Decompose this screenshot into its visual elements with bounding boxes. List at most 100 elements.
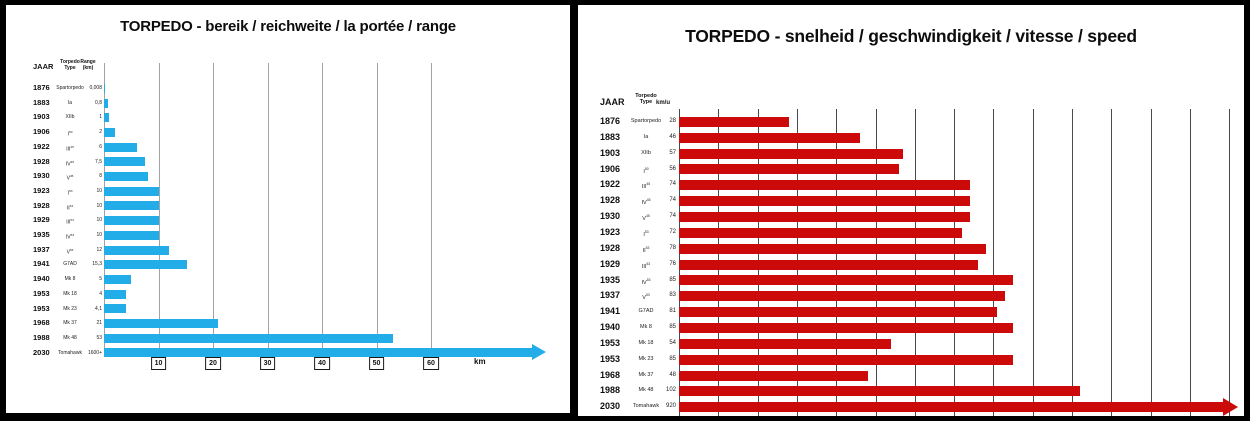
gridline — [376, 63, 378, 355]
row-val: 1600+ — [87, 349, 102, 356]
bar — [679, 386, 1080, 397]
row-val: 83 — [669, 292, 676, 299]
row-type: IV53 — [65, 233, 75, 241]
row-val: 10 — [96, 187, 102, 194]
row-year: 1906 — [600, 163, 621, 174]
row-type: V53 — [66, 247, 74, 256]
row-year: 1937 — [33, 244, 50, 254]
row-year: 2030 — [600, 401, 621, 412]
row-type: V53 — [642, 293, 650, 302]
row-val: 6 — [99, 143, 102, 150]
row-year: 1883 — [600, 131, 621, 142]
row-type: Tomahawk — [58, 349, 82, 356]
row-val: 8 — [99, 173, 102, 180]
row-val: 81 — [669, 308, 676, 315]
row-year: 1922 — [33, 141, 50, 151]
row-val: 53 — [96, 334, 102, 341]
x-axis-tick-label: 60 — [423, 357, 439, 370]
row-year: 1929 — [600, 258, 621, 269]
bar — [679, 180, 970, 191]
column-header-torpedo-type-line1: Torpedo — [635, 93, 657, 99]
row-val: 54 — [669, 339, 676, 346]
column-header-torpedo-type-line2: Type — [639, 99, 653, 106]
row-type: Spartorpedo — [56, 85, 84, 91]
x-axis-tick-label: 30 — [259, 357, 276, 370]
row-val: 102 — [665, 387, 676, 394]
row-year: 1940 — [33, 274, 50, 284]
row-val: 2 — [99, 129, 102, 136]
row-val: 28 — [669, 118, 676, 124]
row-year: 1941 — [600, 306, 621, 317]
row-type: V45 — [66, 174, 74, 182]
bar — [104, 113, 109, 123]
bar — [104, 289, 126, 299]
row-val: 10 — [96, 202, 102, 209]
row-year: 1953 — [600, 337, 621, 348]
row-year: 1883 — [33, 97, 50, 107]
row-val: 78 — [669, 244, 676, 251]
bar — [679, 243, 986, 254]
row-type: II53 — [642, 245, 650, 254]
row-type: II53 — [66, 203, 74, 212]
row-type: Mk 48 — [63, 334, 77, 341]
row-type: Mk 37 — [638, 371, 654, 378]
column-header-torpedo-type-line2: Type — [64, 64, 76, 71]
row-type: Mk 18 — [638, 339, 654, 346]
row-year: 1937 — [600, 290, 621, 301]
row-val: 74 — [669, 213, 676, 220]
row-type: III45 — [641, 182, 651, 191]
range-chart-title: TORPEDO - bereik / reichweite / la porté… — [120, 18, 456, 35]
row-val: 74 — [669, 181, 676, 188]
row-type: V45 — [642, 214, 650, 222]
row-type: Mk 23 — [638, 355, 654, 362]
gridline — [1111, 109, 1113, 416]
bar — [104, 319, 218, 329]
row-type: Tomahawk — [632, 403, 660, 410]
bar — [104, 186, 159, 196]
gridline — [431, 63, 432, 355]
row-val: 4,1 — [95, 305, 102, 312]
row-year: 1928 — [600, 242, 621, 253]
row-year: 1953 — [33, 303, 50, 313]
bar — [679, 370, 868, 381]
row-val: 46 — [669, 133, 676, 140]
row-year: 1876 — [33, 83, 50, 92]
row-type: IV45 — [641, 198, 651, 207]
speed-chart-title: TORPEDO - snelheid / geschwindigkeit / v… — [685, 26, 1137, 46]
row-val: 10 — [96, 217, 102, 224]
row-type: Mk 37 — [63, 320, 77, 327]
row-val: 74 — [669, 197, 676, 204]
row-year: 1988 — [600, 385, 621, 396]
row-type: IV45 — [65, 159, 75, 168]
row-type: Ia — [67, 99, 73, 106]
row-year: 1935 — [33, 230, 50, 239]
bar — [679, 338, 891, 349]
row-type: Mk 48 — [638, 387, 654, 394]
bar — [104, 260, 187, 270]
gridline — [158, 63, 160, 355]
gridline — [322, 63, 323, 355]
bar — [104, 172, 148, 182]
bar — [679, 212, 970, 223]
bar — [104, 274, 131, 284]
row-year: 1928 — [33, 200, 50, 210]
bar — [679, 116, 789, 127]
row-val: 920 — [665, 403, 676, 410]
bar — [679, 132, 860, 143]
row-year: 1903 — [33, 112, 50, 122]
row-val: 5 — [99, 276, 102, 283]
row-year: 1935 — [600, 274, 621, 285]
row-type: III53 — [66, 218, 74, 226]
bar — [679, 227, 962, 238]
row-val: 48 — [669, 371, 676, 378]
bar — [679, 354, 1013, 365]
row-year: 1941 — [33, 259, 50, 269]
x-axis-tick-label: 40 — [314, 357, 330, 370]
bar — [679, 322, 1013, 333]
x-axis-tick-label: 20 — [205, 357, 221, 370]
bar-arrowhead — [1223, 397, 1238, 416]
row-type: G7AD — [63, 261, 77, 268]
gridline — [267, 63, 269, 355]
x-axis-tick-label: 50 — [368, 357, 385, 370]
row-year: 1968 — [33, 318, 50, 328]
